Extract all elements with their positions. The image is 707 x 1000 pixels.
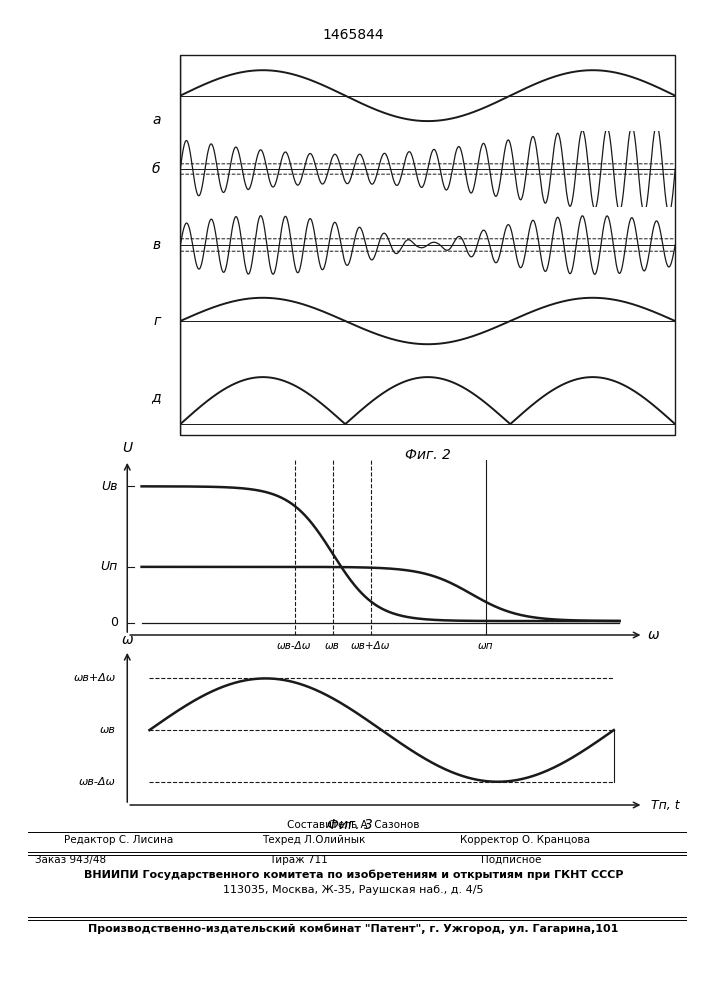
Text: ωв+Δω: ωв+Δω <box>351 641 391 651</box>
Text: 1465844: 1465844 <box>322 28 385 42</box>
Text: в: в <box>153 238 160 252</box>
Text: Uв: Uв <box>101 480 117 493</box>
Text: Заказ 943/48: Заказ 943/48 <box>35 855 107 865</box>
Text: Производственно-издательский комбинат "Патент", г. Ужгород, ул. Гагарина,101: Производственно-издательский комбинат "П… <box>88 924 619 934</box>
Text: а: а <box>152 113 160 127</box>
Text: Корректор О. Кранцова: Корректор О. Кранцова <box>460 835 590 845</box>
Text: Фиг. 3: Фиг. 3 <box>327 818 373 832</box>
Text: ωв: ωв <box>100 725 116 735</box>
Text: ωв-Δω: ωв-Δω <box>277 641 312 651</box>
Text: ω: ω <box>122 633 133 647</box>
Text: 0: 0 <box>110 616 117 629</box>
Text: д: д <box>151 390 160 404</box>
Text: Uп: Uп <box>100 560 117 573</box>
Text: Тираж 711: Тираж 711 <box>269 855 327 865</box>
Text: Техред Л.Олийнык: Техред Л.Олийнык <box>262 835 365 845</box>
Text: б: б <box>152 162 160 176</box>
Text: Составитель А. Сазонов: Составитель А. Сазонов <box>287 820 420 830</box>
Text: Подписное: Подписное <box>481 855 541 865</box>
Text: ωв+Δω: ωв+Δω <box>74 673 116 683</box>
Text: ВНИИПИ Государственного комитета по изобретениям и открытиям при ГКНТ СССР: ВНИИПИ Государственного комитета по изоб… <box>83 870 624 880</box>
Text: ω: ω <box>648 628 660 642</box>
Text: Фиг. 2: Фиг. 2 <box>405 448 450 462</box>
Text: U: U <box>122 441 132 455</box>
Text: Редактор С. Лисина: Редактор С. Лисина <box>64 835 173 845</box>
Text: ωв-Δω: ωв-Δω <box>79 777 116 787</box>
Text: ωв: ωв <box>325 641 340 651</box>
Text: ωп: ωп <box>478 641 493 651</box>
Text: Tп, t: Tп, t <box>650 798 679 812</box>
Text: 113035, Москва, Ж-35, Раушская наб., д. 4/5: 113035, Москва, Ж-35, Раушская наб., д. … <box>223 885 484 895</box>
Text: г: г <box>153 314 160 328</box>
